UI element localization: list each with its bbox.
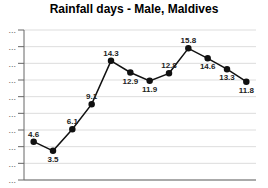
svg-text:...: ...	[8, 42, 16, 52]
svg-text:13.3: 13.3	[219, 73, 235, 82]
svg-text:14.3: 14.3	[103, 49, 119, 58]
svg-text:3.5: 3.5	[47, 155, 59, 164]
svg-text:12.9: 12.9	[123, 77, 139, 86]
svg-text:15.8: 15.8	[181, 36, 197, 45]
svg-text:6.1: 6.1	[67, 117, 79, 126]
svg-text:4.6: 4.6	[28, 130, 40, 139]
svg-text:...: ...	[8, 25, 16, 35]
svg-text:11.9: 11.9	[142, 85, 158, 94]
svg-text:...: ...	[8, 59, 16, 69]
svg-text:...: ...	[8, 159, 16, 169]
svg-text:14.6: 14.6	[200, 62, 216, 71]
svg-text:11.8: 11.8	[239, 86, 255, 95]
svg-text:...: ...	[8, 75, 16, 85]
html-text:Rainfall days - Male, Maldives: Rainfall days - Male, Maldives	[49, 2, 219, 16]
svg-text:...: ...	[8, 175, 16, 185]
svg-text:12.8: 12.8	[161, 61, 177, 70]
svg-text:...: ...	[8, 125, 16, 135]
svg-text:...: ...	[8, 92, 16, 102]
svg-text:...: ...	[8, 142, 16, 152]
svg-text:...: ...	[8, 109, 16, 119]
svg-text:9.1: 9.1	[86, 92, 98, 101]
